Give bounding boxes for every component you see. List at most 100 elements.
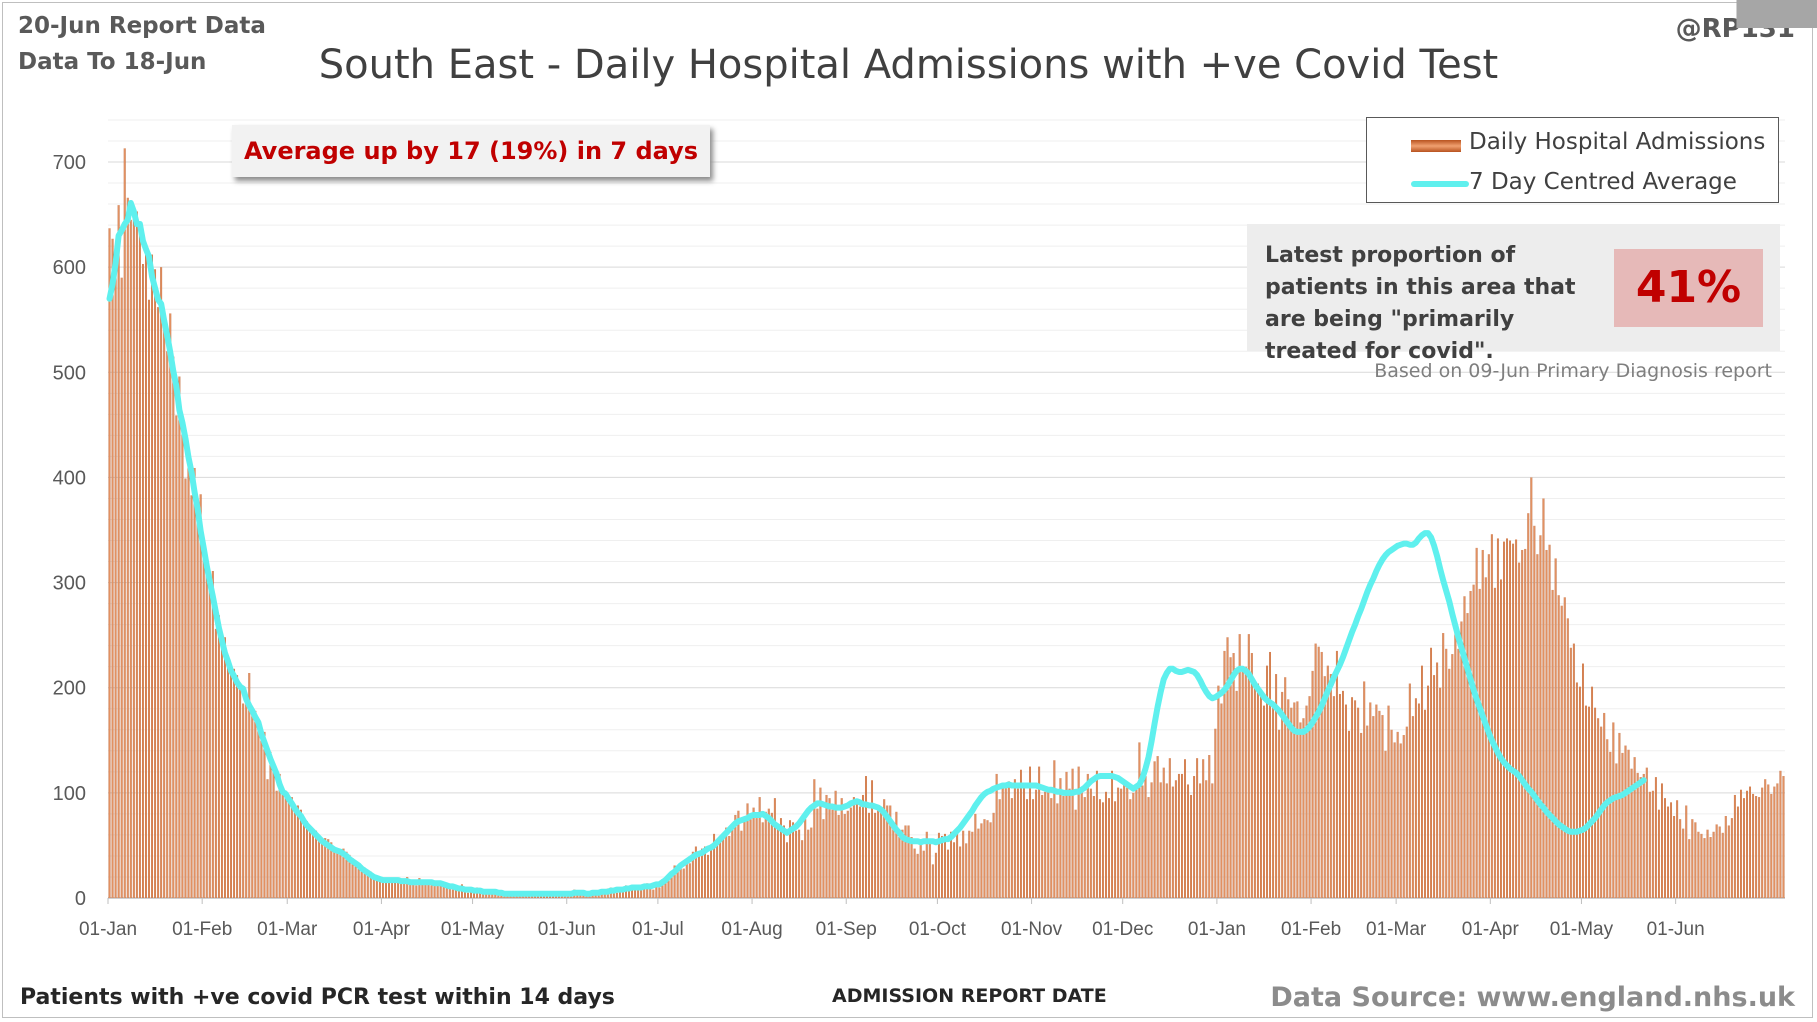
bar [1162, 767, 1165, 898]
bar [1354, 700, 1357, 898]
bar [1448, 668, 1451, 898]
bar [160, 267, 163, 898]
bar [834, 790, 837, 898]
bar [351, 858, 354, 898]
proportion-box: Latest proportion of patients in this ar… [1247, 224, 1780, 364]
bar [196, 507, 199, 898]
bar [418, 878, 421, 898]
bar [1654, 777, 1657, 898]
bar [1609, 751, 1612, 898]
y-axis-ticks: 0 100 200 300 400 500 600 700 [53, 152, 86, 910]
bar [819, 787, 822, 898]
bar [1484, 577, 1487, 898]
bar [1335, 650, 1338, 898]
y-tick-label: 600 [53, 257, 86, 279]
bar [1032, 799, 1035, 898]
bar [1004, 786, 1007, 898]
bar [1782, 776, 1785, 898]
bar [1384, 750, 1387, 898]
bar [1223, 650, 1226, 898]
bar [293, 811, 296, 898]
bar [1074, 809, 1077, 898]
bar [187, 449, 190, 898]
bar [968, 830, 971, 898]
bar [1174, 780, 1177, 898]
x-tick-label: 01-Oct [909, 919, 967, 940]
bar [1095, 770, 1098, 898]
bar [1053, 760, 1056, 898]
bar [385, 880, 387, 898]
bar [433, 882, 436, 898]
bar [500, 894, 503, 898]
bar [1044, 791, 1047, 898]
bar [637, 888, 640, 898]
bar [251, 709, 254, 898]
bar [953, 842, 956, 898]
x-tick-label: 01-Jan [79, 919, 137, 940]
bar [1019, 769, 1022, 898]
bar [974, 813, 977, 898]
bar [257, 721, 260, 898]
bar [1475, 547, 1478, 898]
bar [1749, 786, 1751, 898]
bar [1460, 621, 1463, 898]
bar [825, 794, 828, 898]
bar [248, 672, 251, 898]
bar [1260, 691, 1262, 898]
bar [1363, 681, 1366, 898]
bar [1056, 803, 1059, 898]
bar [1007, 781, 1010, 898]
bar [1156, 756, 1159, 898]
bar [901, 829, 904, 898]
x-tick-label: 01-Feb [172, 919, 232, 940]
bar [1515, 539, 1518, 898]
x-tick-label: 01-Jun [538, 919, 596, 940]
bar [296, 805, 299, 898]
bar [646, 883, 649, 898]
bar [1530, 477, 1533, 898]
bar [1211, 783, 1214, 898]
bar [1089, 788, 1092, 898]
bar [740, 830, 743, 898]
bar [1670, 802, 1673, 898]
bar [1512, 543, 1515, 898]
bar [254, 710, 257, 898]
bar [1697, 831, 1700, 898]
bar [725, 827, 728, 898]
bar [1135, 784, 1138, 898]
y-tick-label: 0 [75, 888, 86, 910]
bar [1588, 706, 1590, 898]
bar [1430, 647, 1433, 898]
bar [1290, 707, 1293, 898]
bar [1575, 682, 1578, 898]
bar [148, 299, 150, 898]
bar [287, 798, 290, 898]
bar [682, 868, 685, 898]
bar [944, 833, 946, 898]
bar [457, 888, 460, 898]
bar [1071, 768, 1074, 898]
bar [1755, 796, 1758, 898]
bar [1047, 791, 1050, 898]
bar [138, 227, 141, 898]
bar [1496, 538, 1499, 898]
bar [1706, 829, 1709, 898]
bar [120, 277, 123, 898]
bar [464, 890, 466, 898]
bar [612, 891, 615, 898]
bar [1560, 605, 1563, 898]
bar [892, 826, 895, 898]
bar [394, 878, 397, 898]
x-axis-ticks: 01-Jan 01-Feb 01-Mar 01-Apr 01-May 01-Jun 01-J… [79, 898, 1705, 940]
bar [1506, 538, 1508, 898]
bar [151, 254, 153, 898]
bar [1120, 788, 1123, 898]
bar [442, 884, 445, 898]
x-tick-label: 01-Mar [1366, 919, 1427, 940]
bar [792, 822, 795, 898]
bar [1360, 732, 1363, 898]
data-date-line: Data To 18-Jun [18, 49, 207, 75]
bar [1214, 728, 1217, 898]
bar [1387, 705, 1390, 898]
bar [397, 880, 400, 898]
